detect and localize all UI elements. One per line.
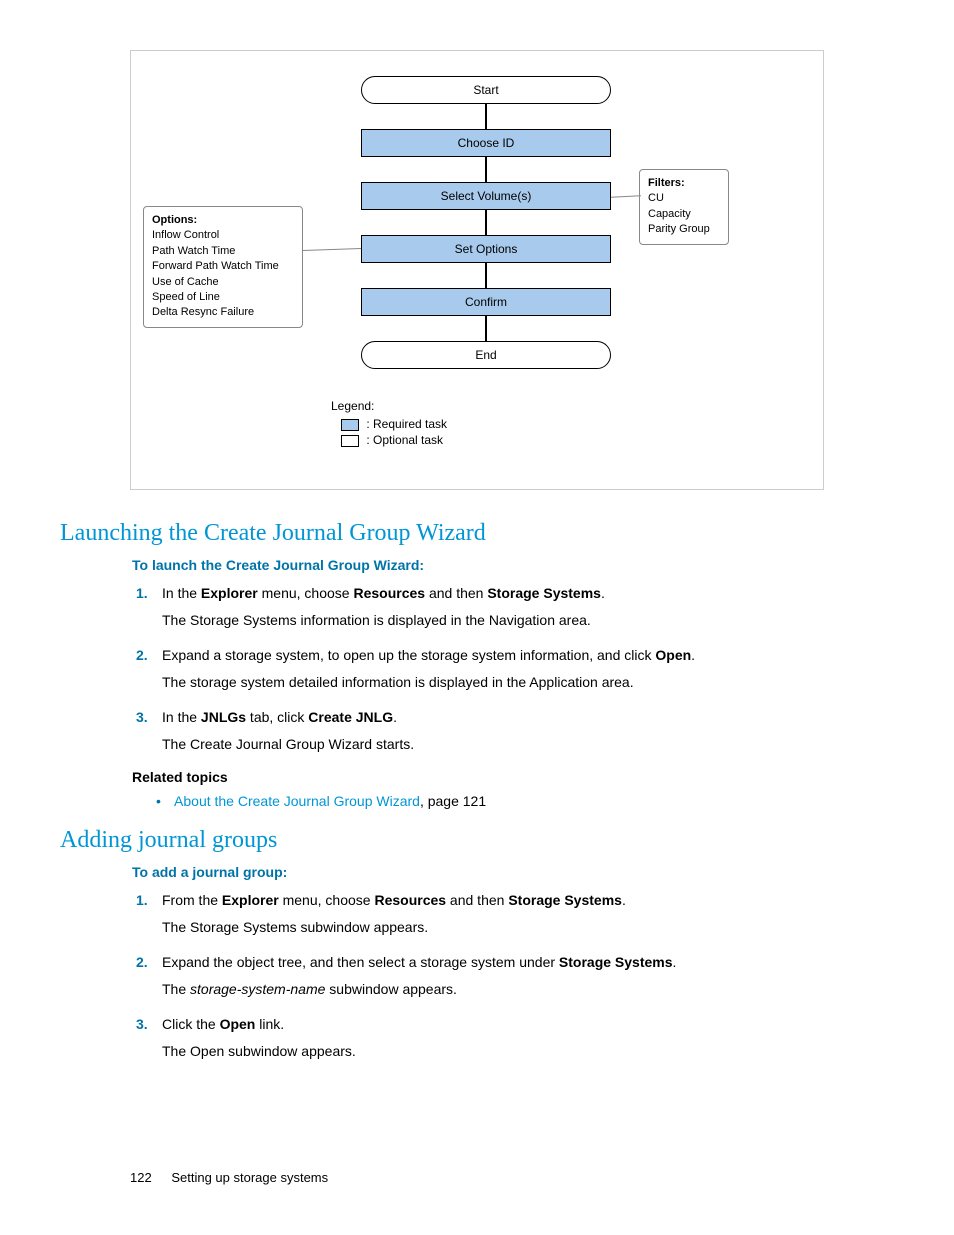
step-instruction: Expand the object tree, and then select … — [162, 952, 894, 973]
page-footer: 122 Setting up storage systems — [130, 1170, 328, 1185]
legend-required-swatch — [341, 419, 359, 431]
flow-connector — [485, 263, 487, 288]
option-item: Delta Resync Failure — [152, 305, 294, 320]
step-result: The Open subwindow appears. — [162, 1041, 894, 1062]
footer-title: Setting up storage systems — [171, 1170, 328, 1185]
bold-term: Explorer — [201, 585, 258, 601]
step-result: The storage-system-name subwindow appear… — [162, 979, 894, 1000]
bold-term: Resources — [353, 585, 425, 601]
step-item: In the Explorer menu, choose Resources a… — [162, 583, 894, 631]
option-item: Path Watch Time — [152, 244, 294, 259]
step-result: The Storage Systems information is displ… — [162, 610, 894, 631]
bold-term: Open — [655, 647, 691, 663]
page-content: Start Choose ID Select Volume(s) Set Option… — [0, 0, 954, 1106]
option-item: Inflow Control — [152, 228, 294, 243]
section-subhead: To add a journal group: — [132, 864, 894, 880]
legend-optional-swatch — [341, 435, 359, 447]
section-heading: Launching the Create Journal Group Wizar… — [60, 520, 894, 547]
bold-term: Storage Systems — [487, 585, 601, 601]
step-instruction: In the JNLGs tab, click Create JNLG. — [162, 707, 894, 728]
option-item: Forward Path Watch Time — [152, 259, 294, 274]
related-suffix: , page 121 — [420, 793, 486, 809]
step-instruction: Click the Open link. — [162, 1014, 894, 1035]
bold-term: Storage Systems — [508, 892, 622, 908]
option-item: Use of Cache — [152, 275, 294, 290]
flow-node-confirm: Confirm — [361, 288, 611, 316]
related-topics-heading: Related topics — [132, 769, 894, 785]
steps-list: From the Explorer menu, choose Resources… — [162, 890, 894, 1062]
flow-connector — [485, 316, 487, 341]
steps-list: In the Explorer menu, choose Resources a… — [162, 583, 894, 755]
flow-node-choose: Choose ID — [361, 129, 611, 157]
option-item: Speed of Line — [152, 290, 294, 305]
flow-connector — [485, 157, 487, 182]
step-item: Expand a storage system, to open up the … — [162, 645, 894, 693]
step-instruction: From the Explorer menu, choose Resources… — [162, 890, 894, 911]
italic-term: storage-system-name — [190, 981, 325, 997]
related-topics-list: About the Create Journal Group Wizard, p… — [156, 793, 894, 809]
step-instruction: Expand a storage system, to open up the … — [162, 645, 894, 666]
flowchart-diagram: Start Choose ID Select Volume(s) Set Option… — [130, 50, 824, 490]
step-item: From the Explorer menu, choose Resources… — [162, 890, 894, 938]
legend-optional-label: : Optional task — [366, 433, 443, 447]
options-callout: Options: Inflow ControlPath Watch TimeFo… — [143, 206, 303, 328]
bold-term: Explorer — [222, 892, 279, 908]
callout-connector — [611, 195, 641, 198]
section-heading: Adding journal groups — [60, 827, 894, 854]
step-result: The storage system detailed information … — [162, 672, 894, 693]
related-topic-item: About the Create Journal Group Wizard, p… — [156, 793, 894, 809]
page-number: 122 — [130, 1170, 152, 1185]
filter-item: CU — [648, 191, 720, 206]
step-item: Expand the object tree, and then select … — [162, 952, 894, 1000]
callout-connector — [303, 248, 361, 251]
step-result: The Create Journal Group Wizard starts. — [162, 734, 894, 755]
options-title: Options: — [152, 214, 197, 226]
bold-term: Storage Systems — [559, 954, 673, 970]
bold-term: Create JNLG — [308, 709, 393, 725]
related-link[interactable]: About the Create Journal Group Wizard — [174, 793, 420, 809]
filters-callout: Filters: CUCapacityParity Group — [639, 169, 729, 245]
bold-term: Open — [220, 1016, 256, 1032]
flow-node-setopt: Set Options — [361, 235, 611, 263]
section-subhead: To launch the Create Journal Group Wizar… — [132, 557, 894, 573]
step-instruction: In the Explorer menu, choose Resources a… — [162, 583, 894, 604]
flow-connector — [485, 210, 487, 235]
flow-node-select: Select Volume(s) — [361, 182, 611, 210]
legend-required-label: : Required task — [366, 417, 447, 431]
step-item: In the JNLGs tab, click Create JNLG. The … — [162, 707, 894, 755]
step-item: Click the Open link. The Open subwindow a… — [162, 1014, 894, 1062]
flow-connector — [485, 104, 487, 129]
flow-node-end: End — [361, 341, 611, 369]
filter-item: Capacity — [648, 207, 720, 222]
legend-heading: Legend: — [331, 399, 447, 413]
legend: Legend: : Required task : Optional task — [331, 399, 447, 447]
step-result: The Storage Systems subwindow appears. — [162, 917, 894, 938]
bold-term: Resources — [374, 892, 446, 908]
bold-term: JNLGs — [201, 709, 246, 725]
filters-title: Filters: — [648, 177, 685, 189]
filter-item: Parity Group — [648, 222, 720, 237]
flow-node-start: Start — [361, 76, 611, 104]
